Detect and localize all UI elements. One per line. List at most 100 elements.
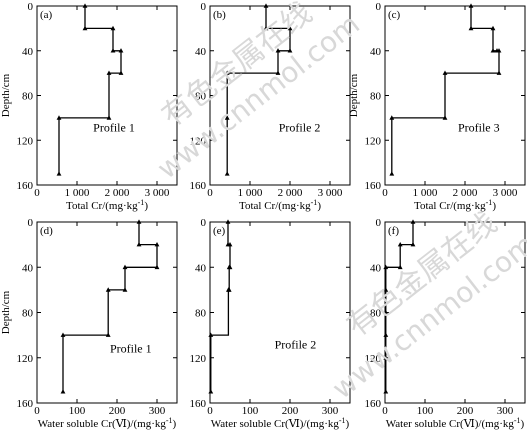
y-tick-label: 80 — [22, 91, 34, 103]
data-point — [208, 389, 214, 394]
data-point — [490, 48, 496, 53]
x-tick-label: 0 — [382, 405, 388, 417]
data-point — [154, 264, 160, 270]
y-axis-label: Depth/cm — [348, 73, 360, 117]
series-line — [391, 6, 500, 174]
data-point — [389, 115, 395, 120]
x-axis-label: Water soluble Cr(Ⅵ)/(mg·kg-1) — [38, 416, 177, 430]
x-tick-label: 2 000 — [105, 187, 130, 199]
data-point — [60, 332, 66, 337]
x-tick-label: 0 — [207, 187, 213, 199]
y-tick-label: 120 — [190, 353, 207, 365]
plot-frame — [384, 221, 526, 404]
profile-annotation: Profile 2 — [275, 338, 317, 352]
panel-1: 0 1 000 2 000 3 000 0 40 80 120 160 (a) Total Cr/(… — [0, 1, 178, 212]
data-point — [383, 264, 389, 270]
x-tick-label: 3 000 — [145, 187, 170, 199]
y-tick-label: 80 — [195, 308, 207, 320]
data-point — [275, 48, 281, 53]
y-tick-label: 120 — [365, 135, 382, 147]
data-point — [410, 219, 416, 224]
x-axis-label: Water soluble Cr(Ⅵ)/(mg·kg-1) — [211, 416, 350, 430]
data-point — [468, 25, 474, 31]
series-line — [226, 6, 291, 174]
x-tick-label: 1 000 — [65, 187, 90, 199]
y-tick-label: 80 — [370, 91, 382, 103]
data-point — [383, 332, 389, 337]
data-point — [442, 115, 448, 120]
data-point — [263, 3, 269, 8]
plot-frame — [384, 5, 526, 186]
data-point — [275, 70, 281, 75]
x-tick-label: 1 000 — [413, 187, 438, 199]
y-tick-label: 40 — [370, 46, 382, 58]
panel-label: (f) — [388, 225, 399, 237]
plot-frame — [209, 5, 351, 186]
x-tick-label: 2 000 — [278, 187, 303, 199]
x-tick-label: 300 — [322, 405, 339, 417]
data-point — [468, 3, 474, 8]
x-axis-label: Water soluble Cr(Ⅵ)/(mg·kg-1) — [386, 416, 525, 430]
y-axis-label: Depth/cm — [0, 290, 12, 334]
data-point — [397, 264, 403, 270]
y-tick-label: 160 — [190, 398, 207, 410]
data-point — [224, 115, 230, 120]
data-point — [442, 70, 448, 75]
x-tick-label: 1 000 — [238, 187, 263, 199]
y-tick-label: 160 — [190, 180, 207, 192]
data-point — [56, 115, 62, 120]
x-tick-label: 2 000 — [453, 187, 478, 199]
panel-label: (d) — [40, 225, 53, 237]
y-tick-label: 120 — [17, 353, 34, 365]
data-point — [118, 70, 124, 75]
data-point — [227, 242, 233, 247]
profile-annotation: Profile 1 — [110, 341, 152, 355]
data-point — [136, 219, 142, 224]
x-tick-label: 200 — [457, 405, 474, 417]
x-axis-label: Total Cr/(mg·kg-1) — [66, 198, 148, 212]
data-point — [397, 242, 403, 247]
data-point — [154, 242, 160, 247]
series-line — [58, 6, 122, 174]
x-tick-label: 300 — [149, 405, 166, 417]
data-point — [105, 287, 111, 292]
panel-label: (a) — [40, 9, 53, 21]
data-point — [110, 48, 116, 53]
x-tick-label: 3 000 — [493, 187, 518, 199]
data-point — [496, 70, 502, 75]
data-point — [224, 171, 230, 176]
x-tick-label: 0 — [207, 405, 213, 417]
panel-4: 0 100 200 300 0 40 80 120 160 (d) Water soluble Cr… — [0, 217, 178, 430]
data-point — [224, 70, 230, 75]
data-point — [490, 25, 496, 31]
x-tick-label: 0 — [382, 187, 388, 199]
data-point — [82, 3, 88, 8]
y-tick-label: 0 — [201, 217, 207, 229]
data-point — [389, 171, 395, 176]
y-tick-label: 0 — [201, 1, 207, 13]
panel-5: 0 100 200 300 0 40 80 120 160 (e) Water soluble Cr… — [190, 217, 351, 430]
y-tick-label: 160 — [365, 398, 382, 410]
data-point — [136, 242, 142, 247]
x-tick-label: 200 — [109, 405, 126, 417]
data-point — [383, 389, 389, 394]
data-point — [383, 309, 389, 315]
y-tick-label: 0 — [376, 1, 382, 13]
series-line — [385, 222, 414, 392]
data-point — [118, 48, 124, 53]
data-point — [287, 25, 293, 31]
y-tick-label: 80 — [195, 91, 207, 103]
y-tick-label: 160 — [365, 180, 382, 192]
plot-frame — [36, 221, 178, 404]
profile-annotation: Profile 2 — [279, 120, 321, 134]
plot-frame — [209, 221, 351, 404]
data-point — [82, 25, 88, 31]
y-tick-label: 40 — [195, 46, 207, 58]
data-point — [56, 171, 62, 176]
series-line — [210, 222, 231, 392]
y-tick-label: 80 — [370, 308, 382, 320]
data-point — [226, 287, 231, 292]
data-point — [106, 115, 112, 120]
panel-label: (e) — [213, 225, 226, 237]
